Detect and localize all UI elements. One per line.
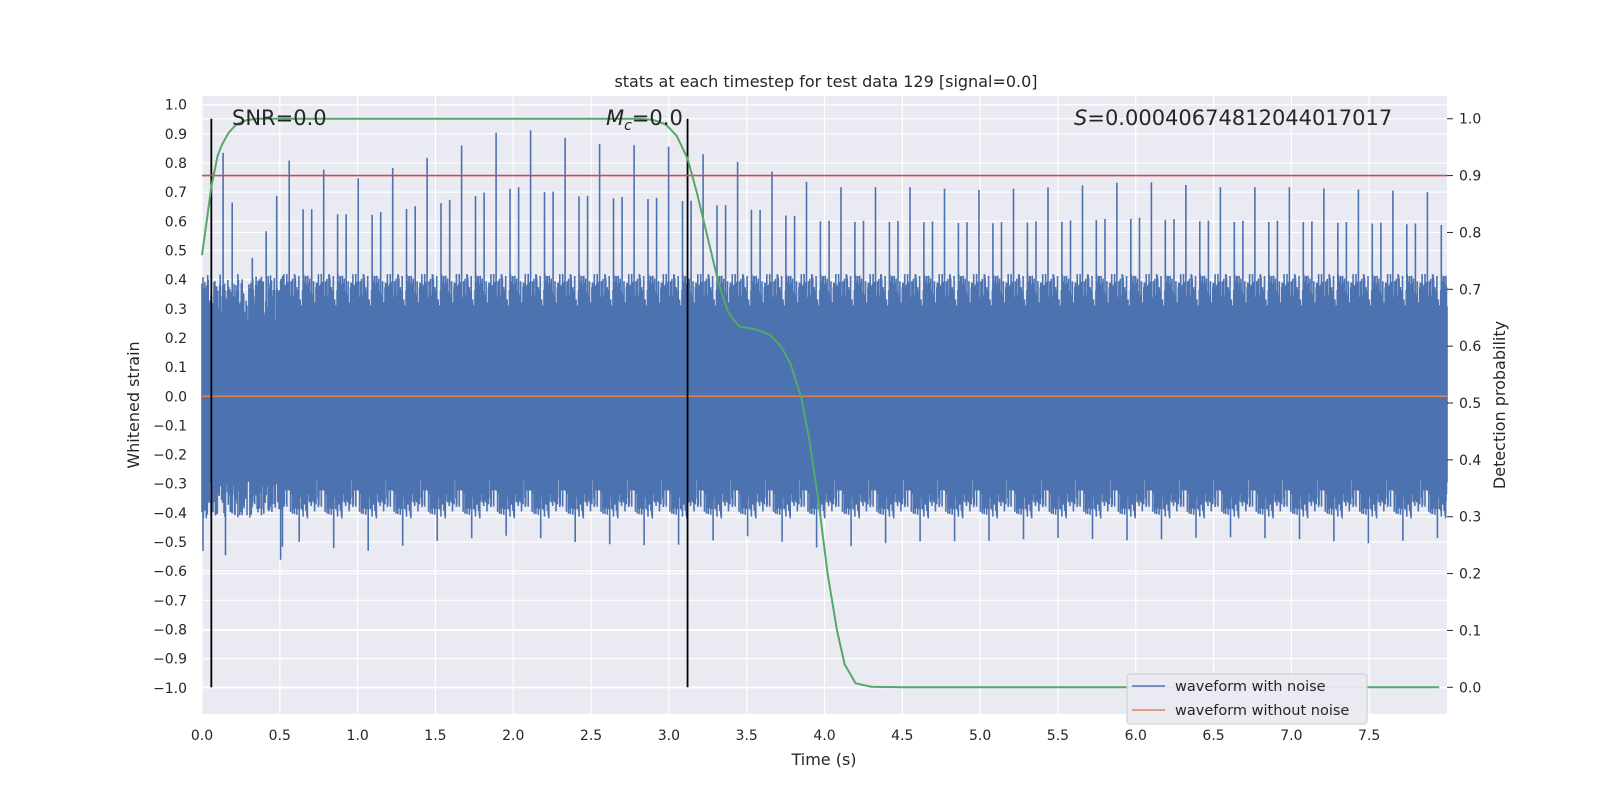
snr-annotation: SNR=0.0 — [232, 106, 327, 130]
s-annotation: S=0.00040674812044017017 — [1074, 106, 1392, 130]
chirp-mass-symbol: M — [606, 106, 624, 130]
legend-label-clean: waveform without noise — [1175, 703, 1349, 719]
legend-label-noise: waveform with noise — [1175, 679, 1326, 695]
x-axis-label: Time (s) — [790, 750, 856, 769]
y-tick-label: 0.9 — [165, 127, 187, 143]
x-tick-label: 3.5 — [736, 728, 758, 744]
y-tick-label: 0.3 — [165, 302, 187, 318]
x-tick-label: 7.5 — [1358, 728, 1380, 744]
y-tick-label: −0.7 — [153, 593, 187, 609]
x-tick-label: 2.0 — [502, 728, 524, 744]
y2-tick-label: 0.6 — [1459, 339, 1481, 355]
y2-tick-label: 0.1 — [1459, 623, 1481, 639]
y-tick-label: 0.7 — [165, 185, 187, 201]
y2-tick-label: 0.2 — [1459, 567, 1481, 583]
x-tick-label: 1.0 — [346, 728, 368, 744]
detection-probability-line — [201, 117, 1440, 689]
y-tick-label: −0.1 — [153, 418, 187, 434]
y-tick-label: −0.5 — [153, 535, 187, 551]
y-tick-label: −0.2 — [153, 448, 187, 464]
y-tick-label: −0.8 — [153, 622, 187, 638]
x-tick-label: 0.0 — [191, 728, 213, 744]
x-tick-label: 0.5 — [269, 728, 291, 744]
x-tick-label: 6.0 — [1125, 728, 1147, 744]
y-tick-label: −0.9 — [153, 652, 187, 668]
y-tick-label: −0.3 — [153, 477, 187, 493]
chirp-mass-subscript: c — [624, 118, 632, 134]
y2-tick-label: 0.8 — [1459, 225, 1481, 241]
y-tick-label: 0.8 — [165, 156, 187, 172]
x-tick-label: 5.5 — [1047, 728, 1069, 744]
s-value: =0.00040674812044017017 — [1087, 106, 1392, 130]
chirp-mass-annotation: Mc=0.0 — [606, 106, 683, 134]
y2-tick-label: 0.4 — [1459, 453, 1481, 469]
y2-tick-label: 0.5 — [1459, 396, 1481, 412]
axis-ticks: 0.0 0.5 1.0 1.5 2.0 2.5 3.0 3.5 4.0 4.5 5.0 5.5 6.0 6… — [153, 98, 1481, 744]
x-tick-label: 4.5 — [891, 728, 913, 744]
s-symbol: S — [1074, 106, 1087, 130]
y2-tick-label: 0.7 — [1459, 282, 1481, 298]
y2-tick-label: 1.0 — [1459, 112, 1481, 128]
chirp-mass-value: =0.0 — [632, 106, 683, 130]
x-tick-label: 5.0 — [969, 728, 991, 744]
y-tick-label: 0.5 — [165, 244, 187, 260]
x-tick-label: 7.0 — [1280, 728, 1302, 744]
y2-tick-label: 0.0 — [1459, 680, 1481, 696]
y-axis-label: Whitened strain — [124, 341, 143, 468]
y-tick-label: 0.6 — [165, 214, 187, 230]
x-tick-label: 3.0 — [658, 728, 680, 744]
legend-box — [1126, 673, 1368, 725]
x-tick-label: 2.5 — [580, 728, 602, 744]
y-tick-label: −1.0 — [153, 681, 187, 697]
y-tick-label: 0.4 — [165, 273, 187, 289]
y-tick-label: 0.0 — [165, 389, 187, 405]
y2-axis-label: Detection probability — [1490, 321, 1509, 489]
y-tick-label: 1.0 — [165, 98, 187, 114]
x-tick-label: 4.0 — [813, 728, 835, 744]
chart-title: stats at each timestep for test data 129… — [614, 72, 1037, 91]
y2-tick-label: 0.9 — [1459, 169, 1481, 185]
x-tick-label: 1.5 — [424, 728, 446, 744]
y-tick-label: 0.2 — [165, 331, 187, 347]
line-series — [201, 117, 1447, 689]
y-tick-label: −0.6 — [153, 564, 187, 580]
legend: waveform with noise waveform without noi… — [1126, 673, 1368, 725]
waveform-with-noise-line — [201, 130, 1448, 560]
y2-tick-label: 0.3 — [1459, 510, 1481, 526]
y-tick-label: 0.1 — [165, 360, 187, 376]
x-tick-label: 6.5 — [1202, 728, 1224, 744]
y-tick-label: −0.4 — [153, 506, 187, 522]
